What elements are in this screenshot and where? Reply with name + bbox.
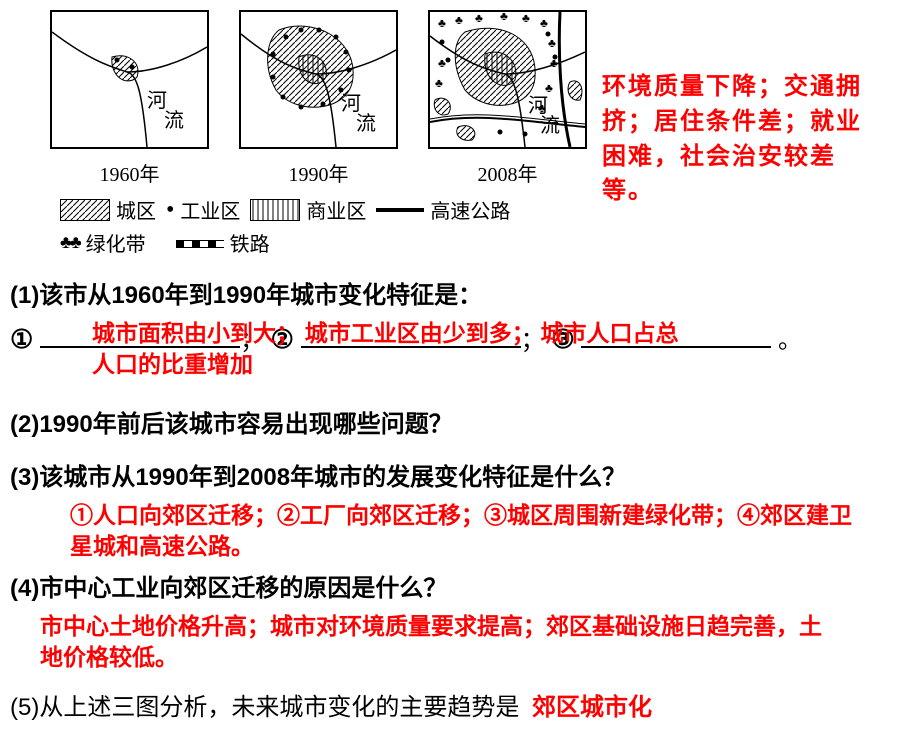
legend-commercial-label: 商业区 (306, 195, 366, 224)
legend-row-2: ♣♣ 绿化带 铁路 (60, 228, 587, 257)
legend-highway: 高速公路 (376, 195, 510, 224)
svg-text:河: 河 (147, 89, 167, 112)
q1-trail: 。 (778, 327, 802, 354)
legend-railway: 铁路 (176, 228, 270, 257)
top-section: 河 流 1960年 (10, 10, 910, 261)
svg-text:流: 流 (164, 109, 184, 132)
legend-block: 城区 • 工业区 商业区 高速公路 (60, 195, 587, 257)
q1-answer: 城市面积由小到大； 城市工业区由少到多； 城市人口占总人口的比重增加 (92, 318, 692, 380)
diagrams-block: 河 流 1960年 (10, 10, 587, 261)
q4-text: (4)市中心工业向郊区迁移的原因是什么？ (10, 575, 447, 602)
svg-text:♣: ♣ (438, 16, 446, 30)
legend-highway-label: 高速公路 (430, 195, 510, 224)
q5-prefix: (5)从上述三图分析，未来城市变化的主要趋势是 (10, 694, 519, 721)
map-1990: 河 流 (239, 10, 398, 149)
tree-icon: ♣♣ (60, 232, 80, 253)
q5-answer: 郊区城市化 (532, 695, 652, 721)
q1-blanks-line: ① ； ② ； ③ 。 城市面积由小到大； 城市工业区由少到多； 城市人口占总人… (10, 320, 910, 390)
legend-row-1: 城区 • 工业区 商业区 高速公路 (60, 195, 587, 224)
legend-greenbelt-label: 绿化带 (86, 228, 146, 257)
svg-text:♣: ♣ (435, 76, 443, 90)
q2-text: (2)1990年前后该城市容易出现哪些问题？ (10, 411, 453, 438)
svg-text:♣: ♣ (500, 10, 508, 23)
hatch-vert-icon (250, 199, 300, 221)
svg-text:河: 河 (341, 92, 361, 115)
legend-industry: • 工业区 (166, 195, 240, 224)
svg-text:♣: ♣ (455, 13, 463, 27)
map-2008: ♣♣♣ ♣♣♣ ♣♣♣ ♣♣♣ 河 流 (428, 10, 587, 149)
year-label-1990: 1990年 (239, 158, 398, 187)
road-icon (376, 208, 424, 212)
svg-text:流: 流 (356, 112, 376, 135)
diagram-1960: 河 流 1960年 (50, 10, 209, 187)
blank-marker-1: ① (10, 324, 33, 354)
question-3: (3)该城市从1990年到2008年城市的发展变化特征是什么？ (10, 457, 910, 492)
side-annotation: 环境质量下降；交通拥挤；居住条件差；就业困难，社会治安较差等。 (602, 70, 862, 209)
svg-text:♣: ♣ (540, 16, 548, 30)
diagram-2008: ♣♣♣ ♣♣♣ ♣♣♣ ♣♣♣ 河 流 2008年 (428, 10, 587, 187)
year-label-1960: 1960年 (50, 158, 209, 187)
diagram-1990: 河 流 1990年 (239, 10, 398, 187)
hatch-diag-icon (60, 199, 110, 221)
legend-industry-label: 工业区 (180, 195, 240, 224)
q3-text: (3)该城市从1990年到2008年城市的发展变化特征是什么？ (10, 464, 626, 491)
legend-greenbelt: ♣♣ 绿化带 (60, 228, 146, 257)
q3-answer: ①人口向郊区迁移；②工厂向郊区迁移；③城区周围新建绿化带；④郊区建卫星城和高速公… (70, 500, 870, 562)
diagrams-row: 河 流 1960年 (50, 10, 587, 187)
svg-text:♣: ♣ (545, 81, 553, 95)
svg-text:河: 河 (528, 94, 548, 117)
svg-text:♣: ♣ (475, 11, 483, 25)
dot-icon: • (166, 205, 174, 215)
year-label-2008: 2008年 (428, 158, 587, 187)
legend-railway-label: 铁路 (230, 228, 270, 257)
legend-city-label: 城区 (116, 195, 156, 224)
svg-text:♣: ♣ (522, 11, 530, 25)
map-1960: 河 流 (50, 10, 209, 149)
question-4: (4)市中心工业向郊区迁移的原因是什么？ (10, 568, 910, 603)
question-1: (1)该市从1960年到1990年城市变化特征是： (10, 275, 910, 310)
svg-text:♣: ♣ (438, 56, 446, 70)
legend-commercial: 商业区 (250, 195, 366, 224)
question-5: (5)从上述三图分析，未来城市变化的主要趋势是 郊区城市化 (10, 687, 910, 722)
svg-text:流: 流 (540, 114, 560, 137)
q1-text: (1)该市从1960年到1990年城市变化特征是： (10, 282, 482, 309)
legend-city: 城区 (60, 195, 156, 224)
rail-icon (176, 237, 224, 249)
question-2: (2)1990年前后该城市容易出现哪些问题？ (10, 404, 910, 439)
svg-text:♣: ♣ (548, 36, 556, 50)
q4-answer: 市中心土地价格升高；城市对环境质量要求提高；郊区基础设施日趋完善，土地价格较低。 (40, 611, 840, 673)
